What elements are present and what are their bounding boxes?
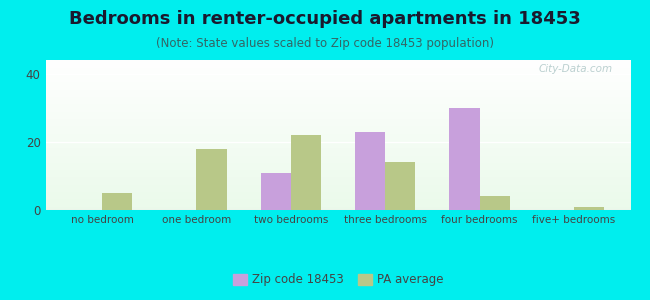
Bar xyxy=(196,148,227,210)
Bar xyxy=(449,108,480,210)
Bar xyxy=(261,172,291,210)
Bar xyxy=(480,196,510,210)
Text: Bedrooms in renter-occupied apartments in 18453: Bedrooms in renter-occupied apartments i… xyxy=(69,11,581,28)
Bar xyxy=(291,135,321,210)
Text: City-Data.com: City-Data.com xyxy=(539,64,613,74)
Legend: Zip code 18453, PA average: Zip code 18453, PA average xyxy=(228,269,448,291)
Bar xyxy=(385,162,415,210)
Bar xyxy=(574,207,604,210)
Bar xyxy=(355,132,385,210)
Bar xyxy=(102,193,133,210)
Text: (Note: State values scaled to Zip code 18453 population): (Note: State values scaled to Zip code 1… xyxy=(156,38,494,50)
